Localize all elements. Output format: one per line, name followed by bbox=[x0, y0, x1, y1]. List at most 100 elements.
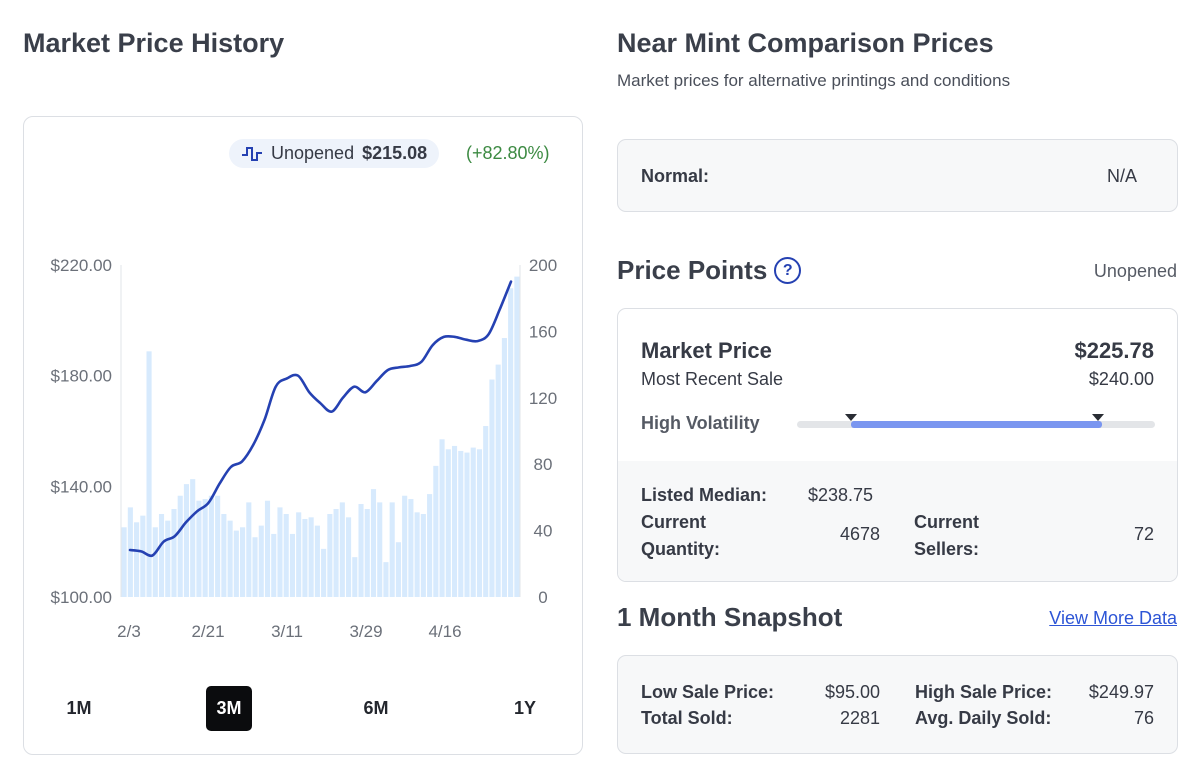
volume-bar bbox=[302, 518, 308, 597]
volume-bar bbox=[233, 530, 239, 597]
volume-bar bbox=[501, 338, 507, 597]
volume-bar bbox=[215, 495, 221, 597]
view-more-data-link[interactable]: View More Data bbox=[1049, 608, 1177, 628]
range-button-6m[interactable]: 6M bbox=[363, 698, 389, 718]
volume-bar bbox=[451, 445, 458, 597]
volume-bar bbox=[196, 500, 202, 597]
volume-bar bbox=[227, 520, 233, 597]
volume-bar bbox=[252, 537, 258, 597]
total-sold-value: 2281 bbox=[839, 708, 880, 728]
range-button-3m[interactable]: 3M bbox=[206, 686, 252, 731]
snapshot-title: 1 Month Snapshot bbox=[617, 602, 843, 632]
left-axis-tick-label: $220.00 bbox=[51, 256, 112, 275]
volume-bar bbox=[177, 495, 183, 597]
left-axis-tick-label: $100.00 bbox=[51, 588, 112, 607]
listed-median-value: $238.75 bbox=[808, 485, 874, 505]
market-price-value: $225.78 bbox=[1074, 338, 1154, 363]
step-line-icon bbox=[242, 146, 262, 161]
volume-bar bbox=[121, 527, 127, 597]
volume-bar bbox=[370, 489, 377, 597]
price-line bbox=[128, 280, 513, 558]
left-axis-tick-label: $180.00 bbox=[51, 367, 112, 386]
volume-bar bbox=[296, 512, 302, 597]
volume-bar bbox=[464, 452, 470, 597]
normal-label: Normal: bbox=[641, 166, 710, 186]
volume-bar bbox=[420, 514, 426, 597]
volume-bar bbox=[470, 447, 476, 597]
price-points-box: Market Price $225.78 Most Recent Sale $2… bbox=[617, 308, 1178, 582]
price-points-variant: Unopened bbox=[1093, 261, 1177, 281]
right-axis-tick-label: 40 bbox=[534, 522, 553, 541]
help-icon[interactable]: ? bbox=[774, 257, 802, 284]
volume-bar bbox=[190, 479, 196, 597]
volume-bar bbox=[364, 509, 370, 597]
volume-bar bbox=[183, 484, 190, 597]
legend-change: (+82.80%) bbox=[466, 143, 550, 163]
volume-bar bbox=[389, 502, 395, 597]
right-axis-tick-label: 200 bbox=[529, 256, 557, 275]
volume-bar bbox=[277, 507, 283, 597]
volume-bar bbox=[208, 495, 214, 597]
volume-bar bbox=[289, 533, 295, 597]
volume-bar bbox=[221, 514, 227, 597]
total-sold-label: Total Sold: bbox=[641, 708, 733, 728]
volume-bar bbox=[476, 449, 483, 597]
current-sellers-label-1: Current bbox=[914, 512, 980, 532]
price-history-chart: $220.00 $180.00 $140.00 $100.00 200 160 120 80 4… bbox=[51, 256, 558, 641]
volume-bar bbox=[333, 509, 339, 597]
low-sale-value: $95.00 bbox=[824, 682, 880, 702]
most-recent-sale-value: $240.00 bbox=[1088, 369, 1154, 389]
volume-bar bbox=[202, 499, 208, 597]
volume-bar bbox=[495, 364, 501, 597]
current-quantity-label-1: Current bbox=[641, 512, 707, 532]
volume-bar bbox=[508, 288, 514, 597]
normal-price-box: Normal: N/A bbox=[617, 139, 1178, 212]
price-points-heading: Price Points ? bbox=[617, 255, 802, 286]
chart-legend[interactable]: Unopened $215.08 bbox=[229, 139, 440, 168]
most-recent-sale-label: Most Recent Sale bbox=[641, 369, 784, 389]
volume-bar bbox=[171, 509, 177, 597]
x-axis-tick-label: 3/11 bbox=[271, 622, 303, 641]
volume-bar bbox=[433, 465, 439, 597]
x-axis-tick-label: 3/29 bbox=[349, 622, 382, 641]
volume-bar bbox=[146, 351, 152, 597]
volume-bar bbox=[458, 450, 464, 597]
avg-daily-sold-label: Avg. Daily Sold: bbox=[915, 708, 1052, 728]
volume-bar bbox=[514, 276, 520, 597]
volatility-low-marker-icon bbox=[845, 414, 857, 421]
volume-bar bbox=[308, 517, 314, 597]
x-axis-tick-label: 2/21 bbox=[191, 622, 224, 641]
range-button-1y[interactable]: 1Y bbox=[513, 698, 537, 718]
current-sellers-label-2: Sellers: bbox=[914, 539, 980, 559]
volume-bar bbox=[414, 512, 420, 597]
volume-bar bbox=[158, 514, 165, 597]
volume-bar bbox=[240, 527, 246, 597]
right-axis-tick-label: 120 bbox=[529, 389, 557, 408]
volume-bar bbox=[314, 525, 320, 597]
volume-bar bbox=[483, 426, 489, 597]
normal-value: N/A bbox=[1106, 166, 1137, 186]
range-button-1m[interactable]: 1M bbox=[66, 698, 92, 718]
right-axis-tick-label: 80 bbox=[534, 455, 553, 474]
volatility-high-marker-icon bbox=[1092, 414, 1104, 421]
current-sellers-value: 72 bbox=[1133, 524, 1154, 544]
volatility-label: High Volatility bbox=[641, 413, 760, 433]
volume-bar bbox=[152, 527, 158, 597]
volume-bar bbox=[134, 522, 140, 597]
volume-bar bbox=[271, 533, 277, 597]
snapshot-box: Low Sale Price: $95.00 Total Sold: 2281 … bbox=[617, 655, 1178, 754]
volume-bar bbox=[395, 542, 401, 597]
volume-bar bbox=[140, 515, 146, 597]
price-points-title: Price Points bbox=[617, 255, 768, 285]
high-sale-label: High Sale Price: bbox=[915, 682, 1053, 702]
current-quantity-label-2: Quantity: bbox=[641, 539, 720, 559]
low-sale-label: Low Sale Price: bbox=[641, 682, 775, 702]
legend-series-name: Unopened bbox=[271, 143, 355, 163]
volume-bar bbox=[283, 514, 289, 597]
right-axis-tick-label: 160 bbox=[529, 322, 557, 341]
volume-bar bbox=[489, 379, 495, 597]
volume-bar bbox=[383, 562, 389, 597]
market-price-history-title: Market Price History bbox=[23, 28, 285, 58]
volume-bar bbox=[377, 502, 383, 597]
volume-bar bbox=[264, 500, 271, 597]
